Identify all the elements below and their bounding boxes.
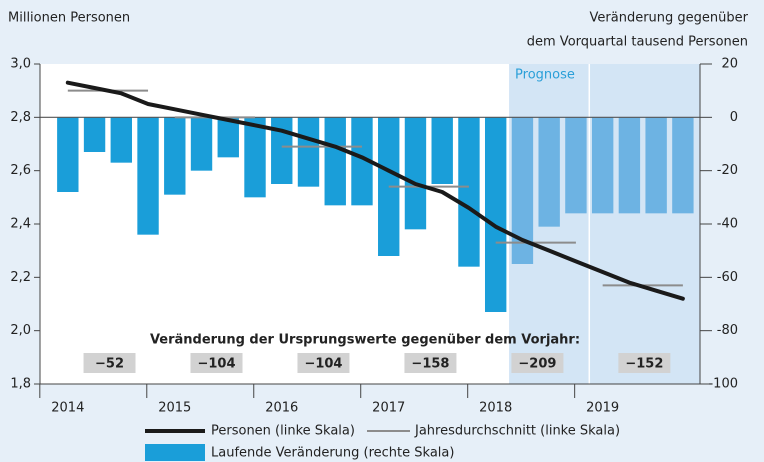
bar — [458, 117, 480, 267]
x-tick-label: 2014 — [51, 401, 84, 416]
legend-swatch — [145, 444, 205, 461]
annotation-box — [404, 353, 457, 373]
annotation-box — [618, 353, 671, 373]
bar — [591, 117, 614, 214]
bar — [57, 117, 79, 192]
y2-tick-label: 20 — [721, 57, 738, 72]
y2-tick-label: -20 — [717, 163, 738, 178]
y2-axis-label: Veränderung gegenüber — [590, 11, 749, 26]
y-tick-label: 2,4 — [10, 217, 31, 232]
x-tick-label: 2015 — [158, 401, 191, 416]
y2-tick-label: -40 — [717, 217, 738, 232]
bar — [404, 117, 427, 230]
bar — [538, 117, 560, 227]
y2-tick-label: -100 — [708, 377, 738, 392]
bar — [431, 117, 453, 184]
bar — [164, 117, 186, 195]
annotation-value: −52 — [95, 357, 124, 372]
bar — [672, 117, 694, 214]
y-axis-label: Millionen Personen — [8, 11, 130, 26]
bar — [190, 117, 213, 171]
y-tick-label: 2,2 — [10, 270, 31, 285]
y-tick-label: 2,8 — [10, 110, 31, 125]
bar — [351, 117, 373, 206]
bar — [137, 117, 159, 235]
bar — [297, 117, 320, 187]
annotation-value: −158 — [411, 357, 449, 372]
annotation-title: Veränderung der Ursprungswerte gegenüber… — [150, 333, 580, 348]
bar — [618, 117, 641, 214]
line — [65, 80, 685, 301]
annotation-value: −209 — [518, 357, 556, 372]
annotation-value: −152 — [625, 357, 663, 372]
x-tick-label: 2019 — [586, 401, 619, 416]
y-tick-label: 2,6 — [10, 163, 31, 178]
legend-label: Laufende Veränderung (rechte Skala) — [211, 446, 454, 461]
bar — [324, 117, 346, 206]
annotation-box — [511, 353, 564, 373]
x-tick-label: 2016 — [265, 401, 298, 416]
y-tick-label: 1,8 — [10, 377, 31, 392]
annotation-box — [190, 353, 243, 373]
legend-label: Personen (linke Skala) — [211, 424, 355, 439]
bar — [110, 117, 132, 163]
bar — [645, 117, 667, 214]
bar — [244, 117, 266, 198]
bar — [217, 117, 239, 158]
bar — [565, 117, 587, 214]
y-tick-label: 2,0 — [10, 323, 31, 338]
y2-tick-label: -60 — [717, 270, 738, 285]
legend-label: Jahresdurchschnitt (linke Skala) — [414, 424, 620, 439]
annotation-value: −104 — [304, 357, 342, 372]
annotation-box — [297, 353, 350, 373]
annotation-box — [83, 353, 136, 373]
bar — [484, 117, 507, 312]
annotation-value: −104 — [197, 357, 235, 372]
y2-tick-label: 0 — [730, 110, 738, 125]
bar — [511, 117, 534, 264]
bar — [83, 117, 106, 152]
forecast-label: Prognose — [515, 68, 575, 83]
y2-tick-label: -80 — [717, 323, 738, 338]
x-tick-label: 2017 — [372, 401, 405, 416]
x-tick-label: 2018 — [479, 401, 512, 416]
y-tick-label: 3,0 — [10, 57, 31, 72]
y2-axis-label: dem Vorquartal tausend Personen — [527, 35, 748, 50]
